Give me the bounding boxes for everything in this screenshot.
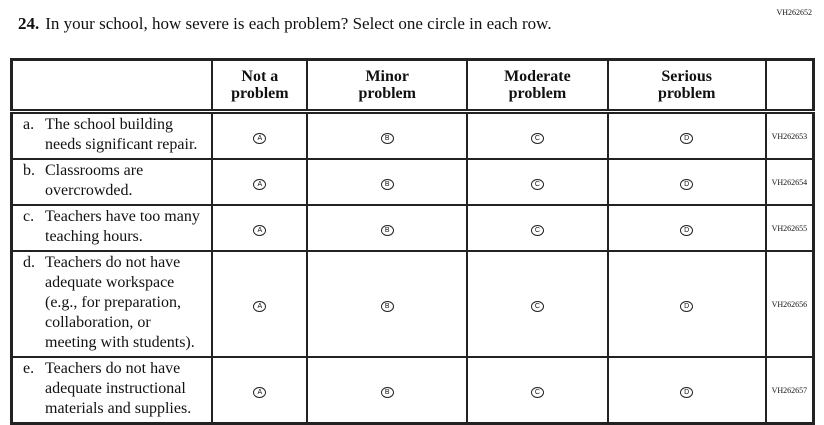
item-text: Classrooms are overcrowded. xyxy=(45,162,144,199)
response-bubble-d[interactable]: D xyxy=(680,225,694,236)
response-cell: A xyxy=(211,356,309,425)
item-code: VH262657 xyxy=(764,356,815,425)
response-cell: A xyxy=(211,204,309,252)
response-cell: A xyxy=(211,158,309,206)
response-cell: D xyxy=(606,356,767,425)
response-bubble-b[interactable]: B xyxy=(380,179,394,190)
response-bubble-b[interactable]: B xyxy=(380,225,394,236)
response-cell: D xyxy=(606,110,767,160)
table-row: a. The school building needs significant … xyxy=(10,110,815,160)
item-cell: e. Teachers do not have adequate instruct… xyxy=(10,356,214,425)
response-cell: D xyxy=(606,250,767,358)
response-cell: B xyxy=(306,356,469,425)
response-bubble-b[interactable]: B xyxy=(380,387,394,398)
header-not-a-problem: Not a problem xyxy=(211,58,309,113)
item-letter: a. xyxy=(23,116,35,133)
item-text: Teachers do not have adequate instructio… xyxy=(45,360,192,417)
response-cell: D xyxy=(606,158,767,206)
response-cell: C xyxy=(466,158,609,206)
response-cell: A xyxy=(211,110,309,160)
item-cell: d. Teachers do not have adequate workspac… xyxy=(10,250,214,358)
response-cell: C xyxy=(466,110,609,160)
header-row: Not a problem Minor problem Moderate pro… xyxy=(10,58,815,113)
header-serious-problem: Serious problem xyxy=(606,58,767,113)
response-cell: B xyxy=(306,110,469,160)
item-code: VH262655 xyxy=(764,204,815,252)
response-bubble-a[interactable]: A xyxy=(253,225,267,236)
item-code: VH262654 xyxy=(764,158,815,206)
item-text: The school building needs significant re… xyxy=(45,116,198,153)
response-cell: A xyxy=(211,250,309,358)
question-text: In your school, how severe is each probl… xyxy=(45,14,552,33)
response-bubble-b[interactable]: B xyxy=(380,301,394,312)
response-bubble-c[interactable]: C xyxy=(530,179,544,190)
table-row: c. Teachers have too many teaching hours.… xyxy=(10,204,815,252)
response-bubble-a[interactable]: A xyxy=(253,387,267,398)
response-bubble-c[interactable]: C xyxy=(530,387,544,398)
item-text: Teachers do not have adequate workspace … xyxy=(45,254,195,351)
item-code: VH262656 xyxy=(764,250,815,358)
item-letter: e. xyxy=(23,360,35,377)
response-bubble-d[interactable]: D xyxy=(680,179,694,190)
response-cell: B xyxy=(306,204,469,252)
header-code xyxy=(764,58,815,113)
response-bubble-d[interactable]: D xyxy=(680,301,694,312)
response-cell: C xyxy=(466,250,609,358)
response-bubble-c[interactable]: C xyxy=(530,301,544,312)
response-cell: C xyxy=(466,204,609,252)
response-bubble-b[interactable]: B xyxy=(380,133,394,144)
response-bubble-c[interactable]: C xyxy=(530,133,544,144)
table-row: d. Teachers do not have adequate workspac… xyxy=(10,250,815,358)
page-code: VH262652 xyxy=(776,8,812,17)
question-title: 24. In your school, how severe is each pr… xyxy=(18,14,552,34)
header-moderate-problem: Moderate problem xyxy=(466,58,609,113)
response-bubble-d[interactable]: D xyxy=(680,387,694,398)
response-bubble-a[interactable]: A xyxy=(253,301,267,312)
item-letter: d. xyxy=(23,254,35,271)
response-bubble-d[interactable]: D xyxy=(680,133,694,144)
item-cell: b. Classrooms are overcrowded. xyxy=(10,158,214,206)
response-grid: Not a problem Minor problem Moderate pro… xyxy=(10,58,815,425)
response-bubble-c[interactable]: C xyxy=(530,225,544,236)
response-cell: D xyxy=(606,204,767,252)
item-letter: c. xyxy=(23,208,35,225)
table-row: e. Teachers do not have adequate instruct… xyxy=(10,356,815,425)
response-cell: B xyxy=(306,250,469,358)
header-blank xyxy=(10,58,214,113)
item-text: Teachers have too many teaching hours. xyxy=(45,208,200,245)
response-cell: B xyxy=(306,158,469,206)
item-letter: b. xyxy=(23,162,35,179)
question-number: 24. xyxy=(18,14,40,33)
table-row: b. Classrooms are overcrowded. A B C D VH26265… xyxy=(10,158,815,206)
item-code: VH262653 xyxy=(764,110,815,160)
response-cell: C xyxy=(466,356,609,425)
response-bubble-a[interactable]: A xyxy=(253,133,267,144)
header-minor-problem: Minor problem xyxy=(306,58,469,113)
item-cell: c. Teachers have too many teaching hours. xyxy=(10,204,214,252)
response-bubble-a[interactable]: A xyxy=(253,179,267,190)
item-cell: a. The school building needs significant … xyxy=(10,110,214,160)
